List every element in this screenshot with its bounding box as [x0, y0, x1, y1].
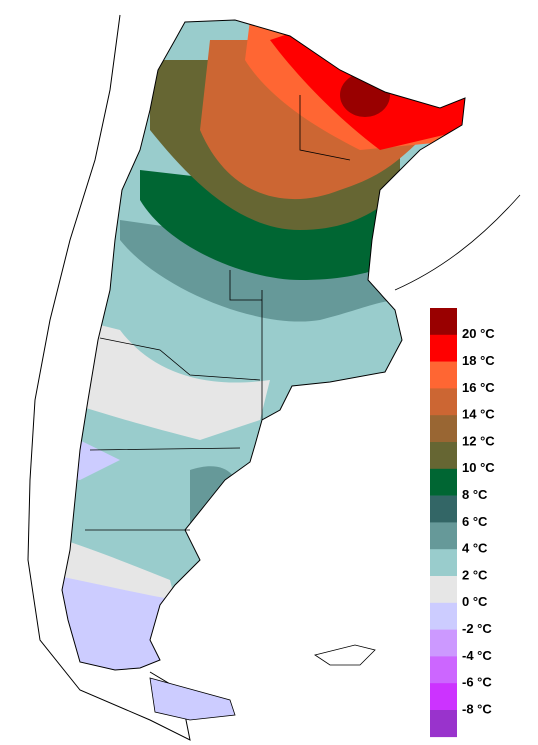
legend-swatch — [430, 388, 457, 416]
legend-swatch — [430, 495, 457, 523]
legend-label: 14 °C — [462, 407, 495, 422]
tierra-del-fuego — [149, 677, 236, 721]
legend-label: -6 °C — [462, 675, 492, 690]
uruguay-coast — [394, 194, 521, 291]
legend-label: 6 °C — [462, 514, 488, 529]
malvinas — [314, 644, 376, 666]
neighbor-outline — [27, 14, 191, 741]
legend-label: 18 °C — [462, 353, 495, 368]
legend-swatch — [430, 415, 457, 443]
legend-swatch — [430, 442, 457, 470]
legend-label: 16 °C — [462, 380, 495, 395]
legend-label: 0 °C — [462, 594, 488, 609]
legend-label: 12 °C — [462, 433, 495, 448]
legend-label: -2 °C — [462, 621, 492, 636]
legend-swatch — [430, 710, 457, 738]
legend-swatch — [430, 683, 457, 711]
legend-swatch — [430, 576, 457, 604]
legend-swatch — [430, 629, 457, 657]
legend-label: 10 °C — [462, 460, 495, 475]
legend-swatch — [430, 361, 457, 389]
province-borders — [85, 95, 351, 531]
legend-swatch — [430, 656, 457, 684]
legend-swatch — [430, 602, 457, 630]
legend-label: 20 °C — [462, 326, 495, 341]
legend-label: 8 °C — [462, 487, 488, 502]
legend-label: 4 °C — [462, 541, 488, 556]
legend-swatch — [430, 308, 457, 336]
legend-swatch — [430, 334, 457, 362]
legend-label: -4 °C — [462, 648, 492, 663]
legend-swatch — [430, 549, 457, 577]
legend-swatch — [430, 522, 457, 550]
legend: 20 °C 18 °C 16 °C 14 °C 12 °C 10 °C 8 °C 6 °C 4 … — [430, 308, 495, 738]
legend-swatch — [430, 468, 457, 496]
legend-label: -8 °C — [462, 701, 492, 716]
legend-label: 2 °C — [462, 567, 488, 582]
